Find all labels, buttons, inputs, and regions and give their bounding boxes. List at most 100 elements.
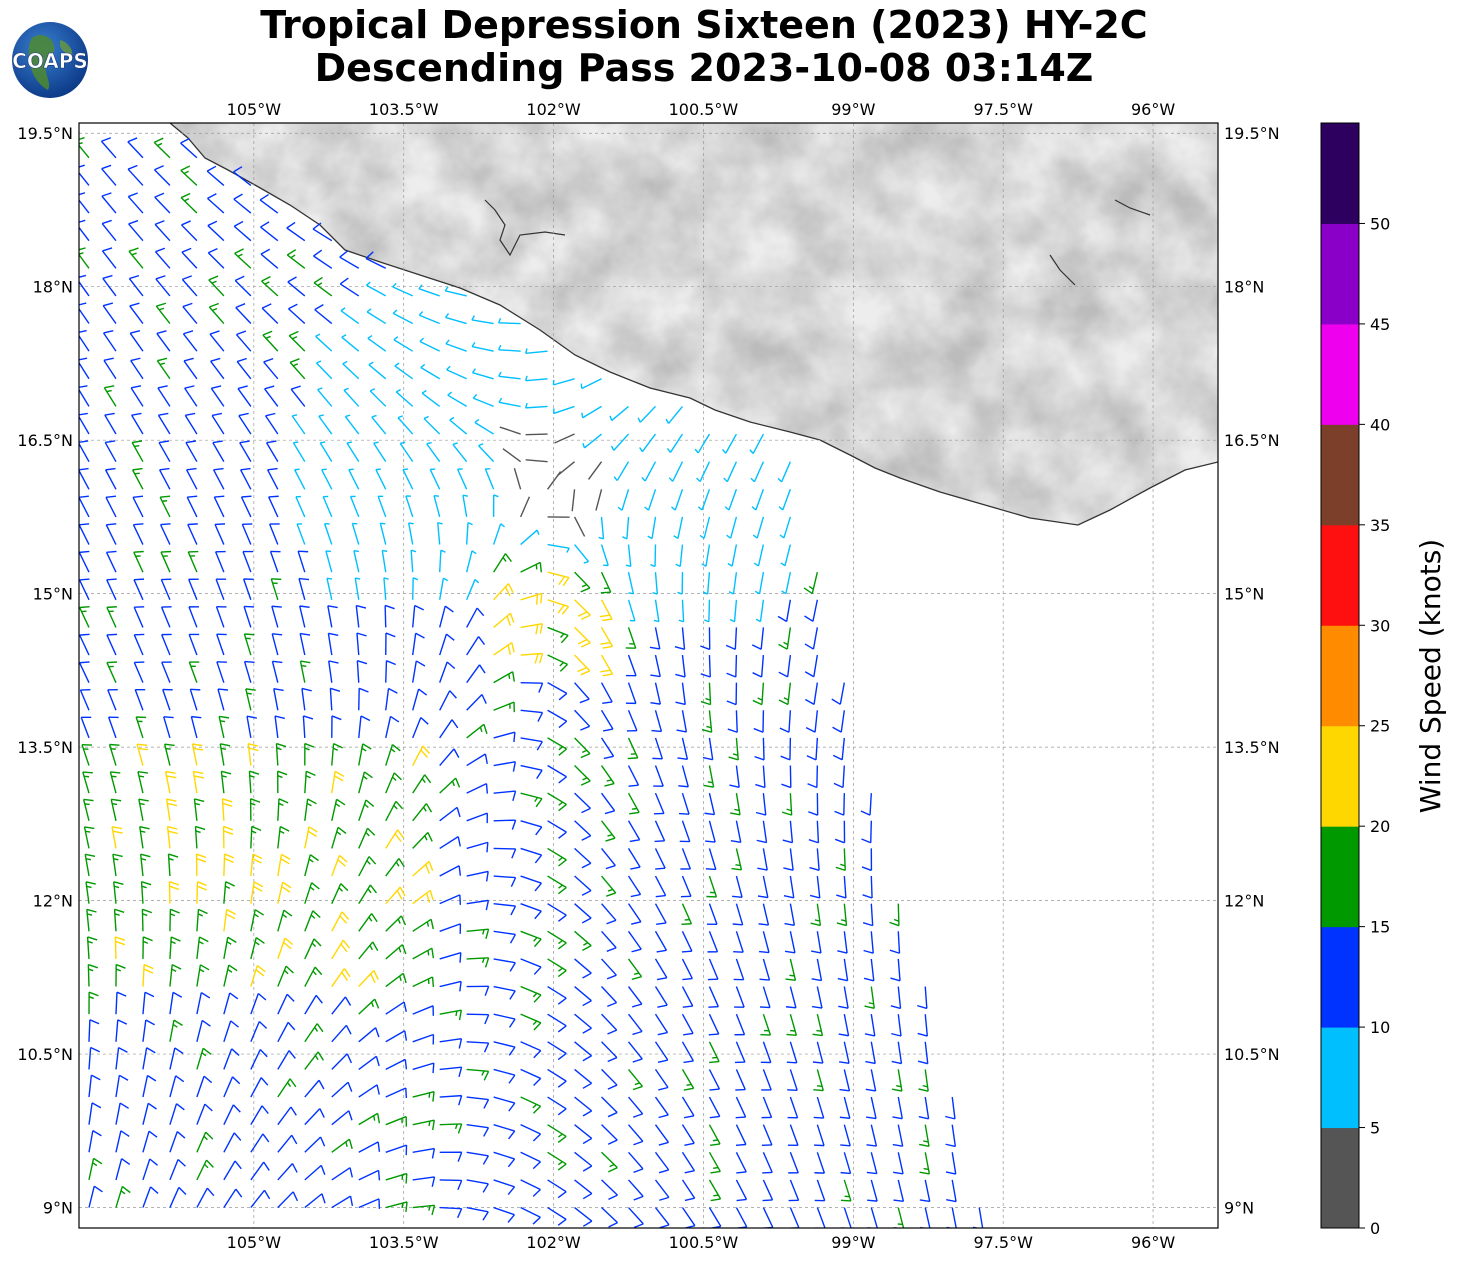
wind-barb-feather — [337, 859, 346, 867]
wind-barb-feather — [458, 865, 462, 876]
wind-barb-shaft — [780, 461, 792, 483]
wind-barb-feather — [233, 193, 243, 200]
wind-barb-feather — [397, 918, 401, 924]
wind-barb-feather — [582, 1165, 593, 1172]
wind-barb-feather — [617, 506, 623, 511]
wind-barb-feather — [326, 577, 333, 580]
wind-barb-feather — [539, 623, 543, 634]
wind-barb-feather — [868, 1002, 874, 1005]
wind-barb-feather — [484, 1014, 490, 1025]
wind-barb-feather — [79, 192, 86, 196]
wind-barb-shaft — [547, 1151, 567, 1165]
wind-barb-shaft — [466, 1151, 489, 1157]
wind-barb-feather — [316, 1023, 324, 1033]
wind-barb-feather — [479, 726, 483, 733]
wind-barb-shaft — [735, 1013, 746, 1035]
wind-barb-shaft — [161, 634, 171, 656]
wind-barb-shaft — [156, 360, 171, 380]
wind-barb-shaft — [113, 909, 117, 932]
wind-barb-feather — [678, 619, 684, 623]
wind-barb-feather — [93, 1185, 103, 1193]
wind-barb-shaft — [114, 936, 117, 959]
wind-barb-feather — [816, 1029, 822, 1032]
wind-barb-feather — [896, 1085, 902, 1088]
wind-barb-shaft — [869, 793, 873, 816]
wind-barb-shaft — [331, 1110, 350, 1126]
wind-barb-feather — [370, 973, 376, 984]
wind-barb-feather — [395, 861, 400, 867]
wind-barb-feather — [367, 888, 372, 894]
wind-barb-feather — [752, 672, 762, 678]
wind-barb-feather — [384, 604, 395, 610]
wind-barb-feather — [254, 941, 260, 946]
wind-barb-feather — [307, 798, 317, 805]
wind-barb-feather — [190, 688, 201, 691]
wind-barb-feather — [127, 137, 138, 143]
colorbar-title: Wind Speed (knots) — [1414, 539, 1447, 813]
wind-barb-feather — [893, 1171, 904, 1175]
wind-barb-feather — [165, 747, 171, 750]
wind-barb-shaft — [627, 1013, 643, 1032]
wind-barb-shaft — [358, 1084, 378, 1098]
wind-barb-feather — [252, 853, 263, 860]
wind-barb-feather — [128, 247, 139, 252]
wind-barb-shaft — [88, 1158, 95, 1181]
wind-barb-feather — [532, 992, 538, 998]
wind-barb-feather — [700, 700, 711, 706]
wind-barb-shaft — [870, 1014, 876, 1036]
wind-barb-feather — [459, 952, 462, 963]
wind-barb-feather — [404, 1030, 408, 1041]
wind-barb-shaft — [681, 986, 694, 1007]
wind-barb-feather — [684, 1170, 695, 1174]
wind-barb-shaft — [358, 743, 364, 766]
wind-barb-feather — [577, 666, 588, 673]
wind-barb-shaft — [725, 433, 738, 454]
wind-barb-shaft — [412, 889, 431, 905]
wind-barb-shaft — [525, 350, 548, 354]
wind-barb-shaft — [169, 936, 172, 959]
wind-barb-feather — [539, 562, 542, 573]
wind-barb-feather — [203, 1135, 208, 1141]
wind-barb-shaft — [571, 489, 576, 512]
wind-barb-shaft — [438, 550, 442, 573]
wind-barb-shaft — [520, 737, 543, 743]
wind-barb-feather — [509, 934, 517, 944]
wind-barb-shaft — [762, 1207, 774, 1228]
wind-barb-feather — [79, 495, 89, 499]
wind-barb-shaft — [331, 939, 344, 960]
wind-barb-feather — [380, 522, 386, 525]
wind-barb-shaft — [223, 1104, 235, 1125]
wind-barb-feather — [559, 663, 568, 672]
wind-barb-shaft — [207, 225, 225, 242]
wind-barb-shaft — [466, 1123, 489, 1129]
wind-barb-feather — [732, 895, 743, 898]
wind-barb-shaft — [574, 1151, 593, 1167]
wind-barb-feather — [246, 715, 257, 719]
wind-barb-shaft — [708, 765, 715, 788]
wind-barb-shaft — [294, 469, 306, 490]
wind-barb-shaft — [331, 968, 345, 987]
wind-barb-feather — [785, 978, 796, 982]
wind-barb-shaft — [250, 1133, 264, 1153]
wind-barb-shaft — [180, 169, 198, 186]
wind-barb-feather — [299, 605, 310, 608]
wind-barb-feather — [251, 825, 262, 832]
wind-barb-feather — [557, 997, 567, 1005]
wind-barb-shaft — [726, 461, 738, 482]
wind-barb-feather — [832, 726, 842, 733]
wind-barb-feather — [276, 742, 287, 748]
wind-barb-shaft — [816, 875, 821, 898]
wind-barb-shaft — [843, 931, 848, 954]
wind-barb-feather — [376, 1084, 380, 1095]
wind-barb-feather — [656, 977, 667, 981]
wind-barb-feather — [255, 937, 265, 944]
wind-barb-shaft — [142, 1158, 151, 1181]
wind-barb-feather — [408, 522, 414, 525]
wind-barb-shaft — [181, 224, 198, 242]
wind-barb-feather — [833, 782, 844, 789]
wind-barb-feather — [702, 591, 708, 595]
wind-barb-shaft — [924, 1041, 929, 1064]
wind-barb-feather — [143, 936, 153, 942]
title-line-1: Tropical Depression Sixteen (2023) HY-2C — [260, 3, 1148, 47]
wind-barb-feather — [665, 418, 670, 424]
